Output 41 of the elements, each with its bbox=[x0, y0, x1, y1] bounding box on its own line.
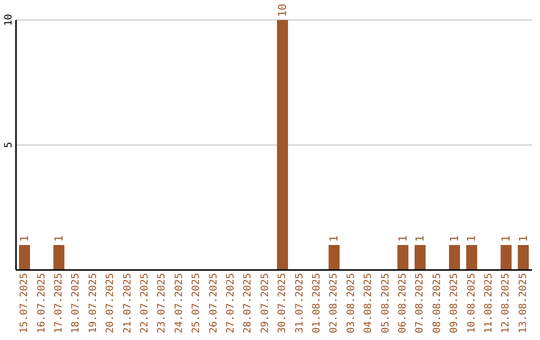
data-label: 1 bbox=[18, 235, 31, 242]
x-tick-label: 08.08.2025 bbox=[432, 273, 443, 334]
x-tick-label: 02.08.2025 bbox=[328, 273, 340, 334]
data-label: 1 bbox=[52, 235, 66, 242]
x-tick-label: 29.07.2025 bbox=[260, 273, 271, 334]
x-tick-label: 15.07.2025 bbox=[19, 273, 30, 334]
x-tick-label: 25.07.2025 bbox=[191, 273, 202, 334]
x-tick-label: 26.07.2025 bbox=[208, 273, 220, 334]
x-tick-label: 04.08.2025 bbox=[363, 273, 374, 334]
y-tick-label: 5 bbox=[4, 142, 14, 148]
data-label: 1 bbox=[448, 235, 461, 242]
data-label: 1 bbox=[396, 235, 410, 242]
data-label: 1 bbox=[516, 235, 530, 242]
data-label: 1 bbox=[414, 235, 427, 242]
x-tick-label: 01.08.2025 bbox=[312, 273, 322, 334]
x-tick-label: 03.08.2025 bbox=[346, 273, 357, 334]
data-label: 1 bbox=[465, 235, 478, 242]
x-tick-label: 11.08.2025 bbox=[484, 273, 494, 334]
x-tick-label: 27.07.2025 bbox=[226, 273, 236, 334]
x-tick-label: 17.07.2025 bbox=[54, 273, 64, 334]
x-tick-label: 18.07.2025 bbox=[70, 273, 82, 334]
x-tick-label: 22.07.2025 bbox=[140, 273, 150, 334]
x-tick-label: 05.08.2025 bbox=[380, 273, 392, 334]
x-tick-label: 13.08.2025 bbox=[518, 273, 529, 334]
x-tick-label: 21.07.2025 bbox=[122, 273, 134, 334]
data-label: 10 bbox=[276, 4, 289, 17]
x-tick-label: 24.07.2025 bbox=[174, 273, 185, 334]
x-tick-label: 19.07.2025 bbox=[88, 273, 99, 334]
data-label: 1 bbox=[328, 235, 341, 242]
x-tick-label: 20.07.2025 bbox=[105, 273, 116, 334]
x-tick-label: 06.08.2025 bbox=[398, 273, 408, 334]
data-label: 1 bbox=[500, 235, 513, 242]
x-tick-label: 30.07.2025 bbox=[277, 273, 288, 334]
x-tick-label: 07.08.2025 bbox=[414, 273, 426, 334]
x-tick-label: 12.08.2025 bbox=[500, 273, 512, 334]
x-tick-label: 10.08.2025 bbox=[466, 273, 478, 334]
x-tick-label: 23.07.2025 bbox=[156, 273, 168, 334]
x-tick-label: 28.07.2025 bbox=[242, 273, 254, 334]
x-tick-label: 16.07.2025 bbox=[36, 273, 48, 334]
x-tick-label: 09.08.2025 bbox=[449, 273, 460, 334]
x-tick-label: 31.07.2025 bbox=[294, 273, 306, 334]
